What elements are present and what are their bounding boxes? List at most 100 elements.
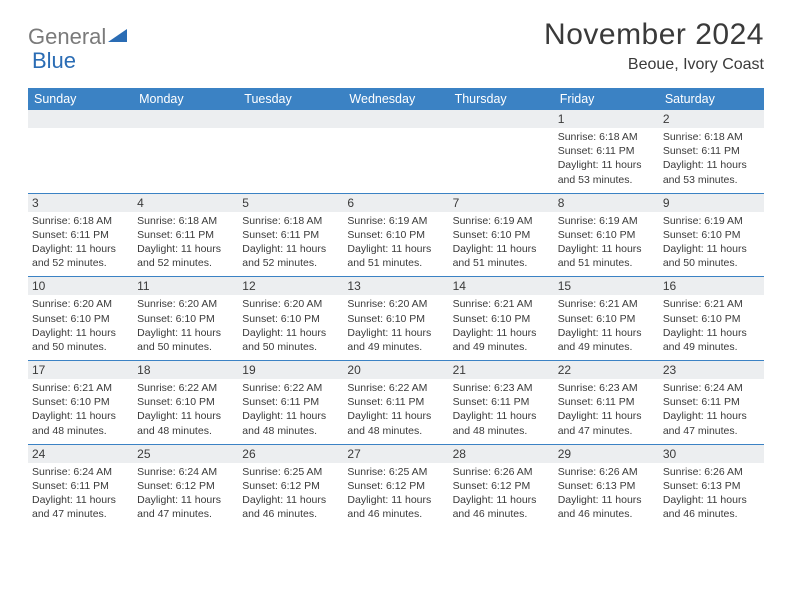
date-number: 21 — [449, 361, 554, 379]
week-row: 1Sunrise: 6:18 AMSunset: 6:11 PMDaylight… — [28, 110, 764, 193]
sun-info: Sunrise: 6:19 AMSunset: 6:10 PMDaylight:… — [558, 214, 655, 271]
date-number: 30 — [659, 445, 764, 463]
sunset-text: Sunset: 6:10 PM — [137, 395, 234, 409]
sunrise-text: Sunrise: 6:18 AM — [663, 130, 760, 144]
daylight-text: Daylight: 11 hours and 47 minutes. — [32, 493, 129, 521]
sun-info: Sunrise: 6:21 AMSunset: 6:10 PMDaylight:… — [453, 297, 550, 354]
sun-info: Sunrise: 6:18 AMSunset: 6:11 PMDaylight:… — [32, 214, 129, 271]
sunrise-text: Sunrise: 6:20 AM — [242, 297, 339, 311]
sunrise-text: Sunrise: 6:19 AM — [558, 214, 655, 228]
day-cell: 21Sunrise: 6:23 AMSunset: 6:11 PMDayligh… — [449, 361, 554, 445]
date-number: 3 — [28, 194, 133, 212]
sun-info: Sunrise: 6:24 AMSunset: 6:11 PMDaylight:… — [32, 465, 129, 522]
sunrise-text: Sunrise: 6:23 AM — [558, 381, 655, 395]
sunset-text: Sunset: 6:10 PM — [32, 312, 129, 326]
sunset-text: Sunset: 6:10 PM — [558, 228, 655, 242]
sunrise-text: Sunrise: 6:21 AM — [32, 381, 129, 395]
sun-info: Sunrise: 6:18 AMSunset: 6:11 PMDaylight:… — [242, 214, 339, 271]
dow-monday: Monday — [133, 88, 238, 110]
daylight-text: Daylight: 11 hours and 49 minutes. — [558, 326, 655, 354]
date-number: 17 — [28, 361, 133, 379]
sunset-text: Sunset: 6:13 PM — [663, 479, 760, 493]
sunrise-text: Sunrise: 6:26 AM — [558, 465, 655, 479]
daylight-text: Daylight: 11 hours and 50 minutes. — [137, 326, 234, 354]
sunrise-text: Sunrise: 6:19 AM — [347, 214, 444, 228]
day-cell: 1 Sunrise: 6:18 AMSunset: 6:11 PMDaylight… — [554, 110, 659, 193]
dow-friday: Friday — [554, 88, 659, 110]
daylight-text: Daylight: 11 hours and 46 minutes. — [453, 493, 550, 521]
empty-date-strip — [449, 110, 554, 128]
day-cell: 4Sunrise: 6:18 AMSunset: 6:11 PMDaylight… — [133, 193, 238, 277]
daylight-text: Daylight: 11 hours and 53 minutes. — [663, 158, 760, 186]
daylight-text: Daylight: 11 hours and 46 minutes. — [558, 493, 655, 521]
daylight-text: Daylight: 11 hours and 49 minutes. — [347, 326, 444, 354]
week-row: 24 Sunrise: 6:24 AMSunset: 6:11 PMDayligh… — [28, 444, 764, 527]
day-cell: 10Sunrise: 6:20 AMSunset: 6:10 PMDayligh… — [28, 277, 133, 361]
sunrise-text: Sunrise: 6:18 AM — [242, 214, 339, 228]
sunrise-text: Sunrise: 6:26 AM — [453, 465, 550, 479]
daylight-text: Daylight: 11 hours and 52 minutes. — [137, 242, 234, 270]
sunset-text: Sunset: 6:11 PM — [663, 395, 760, 409]
date-number: 2 — [659, 110, 764, 128]
day-cell: 11Sunrise: 6:20 AMSunset: 6:10 PMDayligh… — [133, 277, 238, 361]
day-cell: 26Sunrise: 6:25 AMSunset: 6:12 PMDayligh… — [238, 444, 343, 527]
date-number: 15 — [554, 277, 659, 295]
date-number: 20 — [343, 361, 448, 379]
daylight-text: Daylight: 11 hours and 50 minutes. — [242, 326, 339, 354]
daylight-text: Daylight: 11 hours and 52 minutes. — [32, 242, 129, 270]
date-number: 18 — [133, 361, 238, 379]
date-number: 16 — [659, 277, 764, 295]
sunset-text: Sunset: 6:10 PM — [558, 312, 655, 326]
empty-cell — [449, 110, 554, 193]
sun-info: Sunrise: 6:22 AMSunset: 6:11 PMDaylight:… — [242, 381, 339, 438]
day-cell: 8Sunrise: 6:19 AMSunset: 6:10 PMDaylight… — [554, 193, 659, 277]
day-cell: 30 Sunrise: 6:26 AMSunset: 6:13 PMDayligh… — [659, 444, 764, 527]
sunrise-text: Sunrise: 6:25 AM — [347, 465, 444, 479]
sunset-text: Sunset: 6:11 PM — [663, 144, 760, 158]
daylight-text: Daylight: 11 hours and 47 minutes. — [137, 493, 234, 521]
sunset-text: Sunset: 6:11 PM — [32, 228, 129, 242]
sun-info: Sunrise: 6:24 AMSunset: 6:11 PMDaylight:… — [663, 381, 760, 438]
daylight-text: Daylight: 11 hours and 51 minutes. — [347, 242, 444, 270]
sunrise-text: Sunrise: 6:20 AM — [32, 297, 129, 311]
sun-info: Sunrise: 6:26 AMSunset: 6:12 PMDaylight:… — [453, 465, 550, 522]
page-header: General November 2024 Beoue, Ivory Coast — [28, 18, 764, 74]
sunrise-text: Sunrise: 6:22 AM — [347, 381, 444, 395]
empty-date-strip — [238, 110, 343, 128]
date-number: 9 — [659, 194, 764, 212]
daylight-text: Daylight: 11 hours and 46 minutes. — [242, 493, 339, 521]
day-cell: 18Sunrise: 6:22 AMSunset: 6:10 PMDayligh… — [133, 361, 238, 445]
sun-info: Sunrise: 6:19 AMSunset: 6:10 PMDaylight:… — [663, 214, 760, 271]
date-number: 10 — [28, 277, 133, 295]
title-block: November 2024 Beoue, Ivory Coast — [544, 18, 764, 74]
date-number: 25 — [133, 445, 238, 463]
sunset-text: Sunset: 6:11 PM — [558, 144, 655, 158]
week-row: 17 Sunrise: 6:21 AM Sunset: 6:10 PM Dayligh… — [28, 361, 764, 445]
calendar-table: Sunday Monday Tuesday Wednesday Thursday… — [28, 88, 764, 527]
sunrise-text: Sunrise: 6:20 AM — [347, 297, 444, 311]
date-number: 5 — [238, 194, 343, 212]
sunset-text: Sunset: 6:11 PM — [32, 479, 129, 493]
sun-info: Sunrise: 6:21 AMSunset: 6:10 PMDaylight:… — [558, 297, 655, 354]
sunrise-text: Sunrise: 6:19 AM — [453, 214, 550, 228]
calendar-page: General November 2024 Beoue, Ivory Coast… — [0, 0, 792, 527]
sun-info: Sunrise: 6:26 AMSunset: 6:13 PMDaylight:… — [663, 465, 760, 522]
sunset-text: Sunset: 6:11 PM — [242, 228, 339, 242]
sunrise-text: Sunrise: 6:26 AM — [663, 465, 760, 479]
empty-date-strip — [133, 110, 238, 128]
sun-info: Sunrise: 6:19 AMSunset: 6:10 PMDaylight:… — [347, 214, 444, 271]
date-number: 24 — [28, 445, 133, 463]
date-number: 1 — [554, 110, 659, 128]
sunset-text: Sunset: 6:12 PM — [453, 479, 550, 493]
day-cell: 2 Sunrise: 6:18 AMSunset: 6:11 PMDaylight… — [659, 110, 764, 193]
date-number: 26 — [238, 445, 343, 463]
brand-logo: General — [28, 18, 130, 50]
sun-info: Sunrise: 6:18 AMSunset: 6:11 PMDaylight:… — [558, 130, 655, 187]
daylight-text: Daylight: 11 hours and 46 minutes. — [347, 493, 444, 521]
empty-cell — [238, 110, 343, 193]
date-number: 4 — [133, 194, 238, 212]
daylight-text: Daylight: 11 hours and 47 minutes. — [558, 409, 655, 437]
daylight-text: Daylight: 11 hours and 48 minutes. — [32, 409, 129, 437]
week-row: 10Sunrise: 6:20 AMSunset: 6:10 PMDayligh… — [28, 277, 764, 361]
day-cell: 5 Sunrise: 6:18 AMSunset: 6:11 PMDaylight… — [238, 193, 343, 277]
